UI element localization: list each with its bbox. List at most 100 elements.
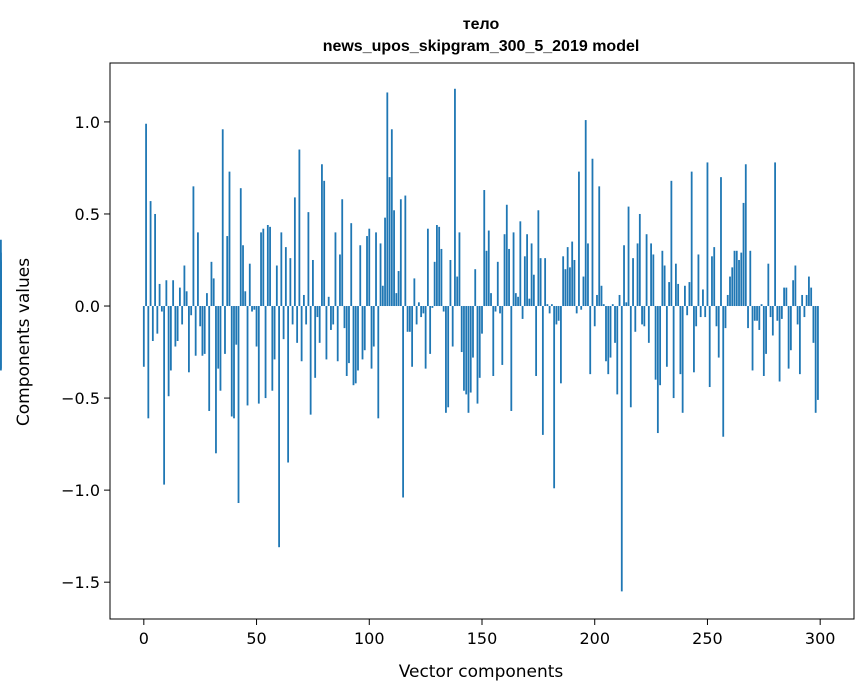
bar-21 (190, 306, 193, 316)
bar-156 (494, 306, 497, 312)
bar-132 (440, 248, 443, 307)
bar-series (0, 88, 819, 592)
bar-203 (600, 285, 603, 307)
bar-56 (269, 226, 271, 307)
bar-111 (393, 210, 395, 307)
bar-183 (555, 306, 558, 325)
bar-131 (438, 226, 441, 307)
bar-38 (228, 171, 231, 307)
bar-249 (704, 306, 707, 318)
bar-64 (287, 306, 290, 463)
bar-260 (729, 276, 731, 307)
bar-17 (181, 306, 184, 325)
bar-232 (665, 306, 668, 367)
bar-195 (582, 276, 585, 307)
bar-95 (357, 306, 359, 371)
bar-250 (706, 162, 709, 307)
bar-200 (593, 306, 596, 327)
bar-239 (681, 306, 684, 413)
bar-295 (808, 276, 810, 307)
y-tick-label: 1.0 (75, 113, 100, 132)
bar-12 (169, 306, 172, 371)
bar-187 (564, 269, 567, 307)
bar-182 (553, 306, 556, 489)
bar-86 (336, 306, 339, 362)
bar-245 (695, 306, 698, 327)
bar-77 (316, 306, 319, 318)
bar-47 (248, 263, 251, 307)
bar-162 (508, 248, 510, 307)
y-tick-label: 0.5 (75, 205, 100, 224)
x-tick-label: 150 (467, 629, 498, 648)
bar-285 (785, 287, 788, 307)
bar-231 (663, 265, 666, 307)
bar-36 (224, 306, 226, 354)
bar-158 (499, 306, 501, 314)
bar-39 (230, 306, 233, 417)
bar-133 (442, 306, 445, 312)
bar-272 (756, 306, 758, 321)
bar-153 (487, 230, 490, 307)
bar-175 (537, 210, 540, 307)
bar-287 (789, 306, 792, 351)
bar-228 (656, 306, 659, 434)
bar-62 (282, 306, 285, 340)
bar-174 (535, 306, 538, 376)
bar-51 (257, 306, 260, 404)
bar-155 (492, 306, 495, 376)
bar-49 (253, 306, 256, 310)
bar-221 (641, 306, 643, 325)
bar-226 (652, 254, 655, 307)
bar-258 (724, 306, 727, 329)
x-tick-label: 300 (805, 629, 836, 648)
x-tick-label: 0 (139, 629, 149, 648)
bar-145 (469, 306, 472, 393)
bar-0 (142, 306, 145, 367)
bar-85 (334, 232, 337, 307)
bar-229 (659, 306, 662, 386)
bar-31 (212, 278, 215, 307)
bar-170 (526, 234, 528, 307)
bar-266 (742, 202, 745, 307)
bar-96 (359, 245, 362, 307)
bar-238 (679, 306, 682, 375)
bar-148 (476, 306, 479, 404)
bar-257 (722, 306, 725, 437)
bar-42 (237, 306, 240, 504)
bar-265 (740, 252, 743, 307)
bar-103 (375, 232, 377, 307)
bar-61 (280, 232, 283, 307)
bar-92 (350, 223, 353, 307)
chart-title: тело (463, 16, 500, 33)
bar-173 (532, 274, 535, 307)
bar-289 (794, 265, 797, 307)
bar-241 (686, 306, 689, 316)
bar-218 (634, 306, 637, 332)
bar-71 (302, 294, 305, 307)
bar-59 (275, 265, 278, 307)
bar-88 (341, 199, 344, 307)
bar-25 (199, 306, 202, 327)
bar-30 (210, 261, 213, 307)
bar-34 (219, 306, 222, 391)
bar-276 (765, 306, 767, 354)
bar-150 (481, 306, 483, 334)
bar-11 (167, 306, 170, 397)
bar-210 (616, 306, 619, 395)
y-tick-label: 0.0 (75, 297, 100, 316)
bar-65 (289, 258, 292, 307)
bar-267 (744, 164, 747, 307)
bar-212 (620, 306, 623, 592)
bar-243 (690, 171, 693, 307)
bar-154 (490, 293, 492, 307)
bar-29 (208, 306, 211, 411)
bar-288 (792, 280, 795, 307)
bar-97 (361, 306, 364, 360)
bar-172 (530, 243, 533, 307)
bar-66 (291, 306, 294, 325)
bar-33 (217, 306, 220, 369)
bar-79 (321, 164, 323, 307)
x-tick-label: 100 (354, 629, 385, 648)
